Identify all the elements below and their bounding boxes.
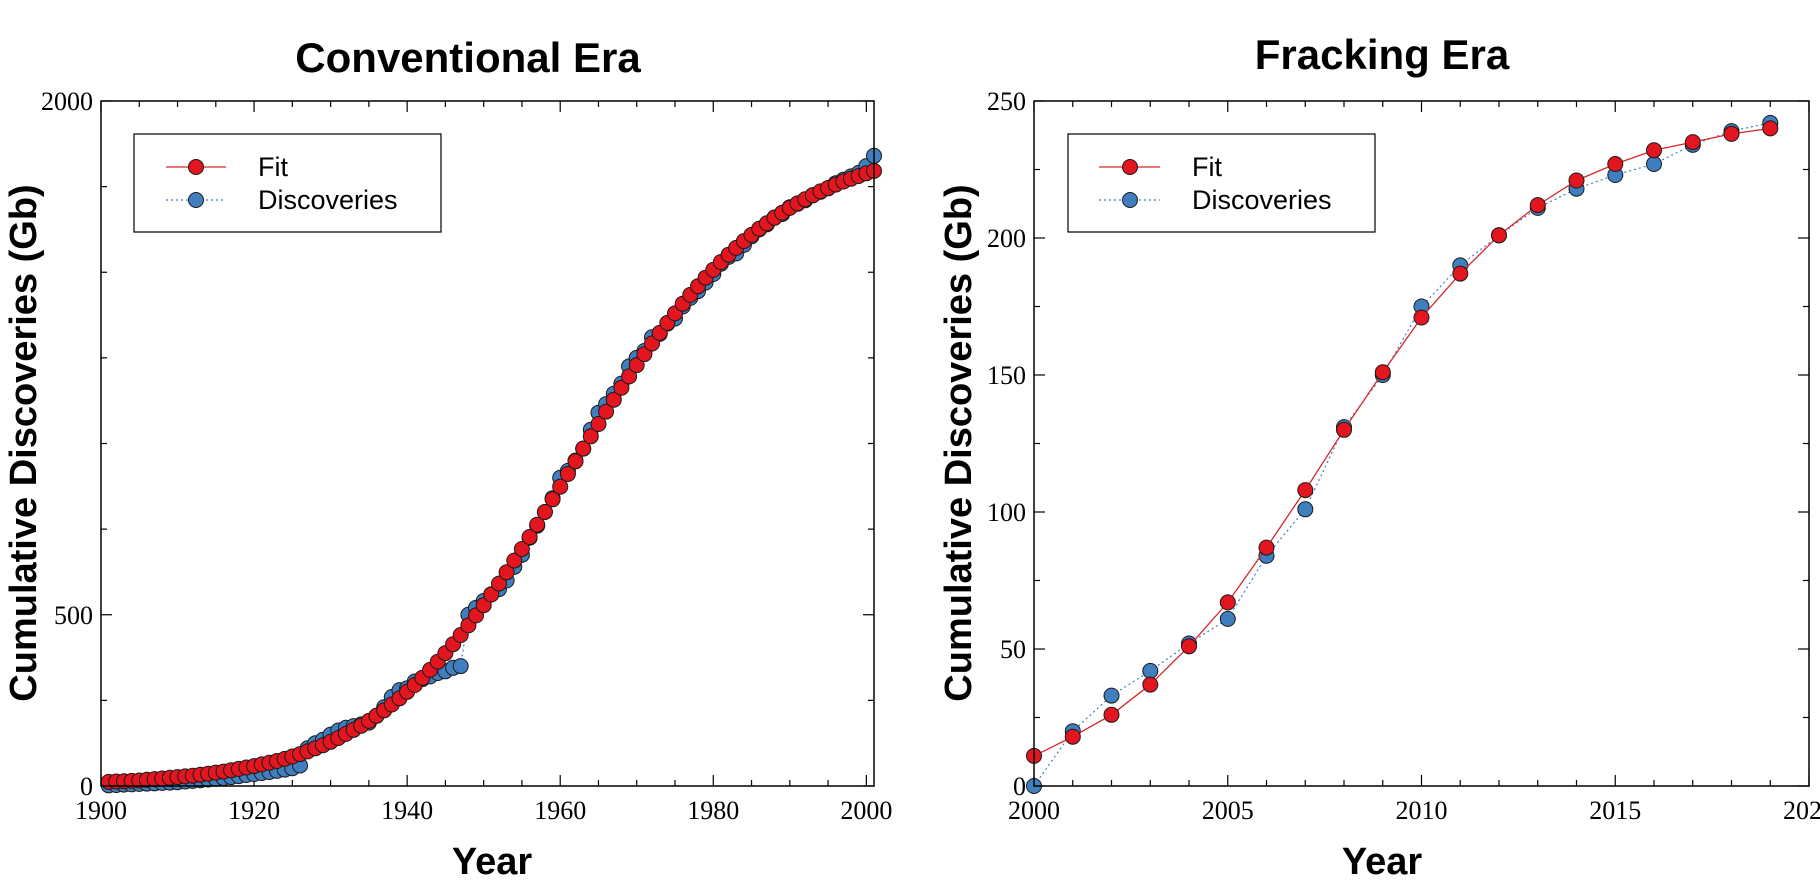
- legend-box: [1067, 133, 1376, 233]
- fit-point: [605, 391, 622, 408]
- x-tick-label: 1940: [381, 796, 433, 825]
- fit-point: [590, 416, 607, 432]
- legend-discoveries-marker: [188, 192, 204, 208]
- legend: Fit Discoveries: [1067, 133, 1376, 233]
- fit-point: [621, 368, 638, 385]
- chart-title: Conventional Era: [295, 34, 641, 81]
- chart-title: Fracking Era: [1255, 31, 1510, 78]
- y-axis-label: Cumulative Discoveries (Gb): [3, 184, 45, 701]
- fit-point: [1646, 142, 1662, 159]
- fit-point: [1568, 172, 1585, 189]
- axis-ticks: 0 50 100 150 200 250 2000 2005 2010 2015 2020: [987, 87, 1820, 825]
- legend: Fit Discoveries: [133, 133, 442, 233]
- x-axis-label: Year: [1342, 841, 1423, 883]
- discoveries-point: [452, 658, 469, 675]
- legend-box: [133, 133, 442, 233]
- x-tick-label: 2010: [1396, 796, 1448, 825]
- legend-discoveries-label: Discoveries: [1192, 185, 1332, 215]
- fit-point: [567, 453, 584, 470]
- x-tick-label: 1960: [534, 796, 586, 825]
- discoveries-point: [1297, 501, 1314, 518]
- x-tick-label: 1980: [687, 796, 739, 825]
- fit-point: [536, 504, 553, 520]
- discoveries-point: [1142, 662, 1159, 679]
- conventional-era-panel: Conventional Era Year Cumulative Discove…: [3, 34, 892, 883]
- discoveries-point: [1219, 610, 1236, 627]
- x-tick-label: 2005: [1202, 796, 1254, 825]
- fit-point: [513, 541, 530, 557]
- fracking-era-panel: Fracking Era Year Cumulative Discoveries…: [938, 31, 1820, 883]
- fit-point: [575, 440, 592, 457]
- fit-point: [1762, 120, 1779, 137]
- fit-point: [506, 552, 523, 569]
- plot-frame: [1033, 100, 1810, 787]
- fit-point: [552, 478, 569, 495]
- y-tick-label: 500: [54, 601, 93, 630]
- fit-point: [1297, 482, 1314, 499]
- fit-point: [628, 357, 645, 374]
- plot-frame: [100, 100, 875, 787]
- fit-point: [1064, 728, 1081, 745]
- fit-point: [1336, 421, 1352, 438]
- fit-point: [1258, 539, 1275, 556]
- fit-point: [1219, 594, 1236, 611]
- y-tick-label: 200: [987, 224, 1026, 253]
- discoveries-point: [1646, 156, 1662, 172]
- x-tick-label: 1920: [228, 796, 280, 825]
- fit-point: [521, 529, 538, 545]
- fit-point: [483, 586, 500, 603]
- y-tick-label: 0: [80, 772, 93, 801]
- legend-fit-marker: [188, 159, 204, 175]
- discoveries-line: [108, 155, 875, 786]
- legend-fit-label: Fit: [258, 152, 288, 182]
- legend-fit-marker: [1122, 159, 1138, 175]
- series-layer: [100, 147, 882, 794]
- legend-fit-label: Fit: [1192, 152, 1222, 182]
- legend-discoveries-marker: [1122, 192, 1138, 208]
- fit-point: [582, 428, 599, 445]
- fit-point: [1142, 676, 1159, 693]
- y-tick-label: 50: [1000, 635, 1026, 664]
- fit-point: [1684, 134, 1701, 151]
- legend-discoveries-label: Discoveries: [258, 185, 398, 215]
- y-tick-label: 0: [1013, 772, 1026, 801]
- fit-point: [1374, 364, 1391, 381]
- fit-point: [559, 466, 576, 482]
- fit-point: [544, 491, 561, 508]
- x-tick-label: 2020: [1783, 796, 1820, 825]
- fit-point: [1607, 156, 1624, 172]
- fit-point: [1529, 197, 1546, 214]
- fit-point: [1452, 265, 1469, 282]
- fit-point: [598, 403, 615, 420]
- y-tick-label: 2000: [41, 87, 93, 116]
- x-axis-label: Year: [452, 841, 533, 883]
- fit-point: [491, 575, 507, 592]
- discoveries-point: [1103, 687, 1120, 704]
- x-tick-label: 2015: [1589, 796, 1641, 825]
- fit-point: [613, 379, 630, 396]
- fit-point: [1103, 706, 1120, 723]
- y-axis-label: Cumulative Discoveries (Gb): [938, 184, 980, 701]
- fit-point: [1413, 309, 1430, 326]
- x-tick-label: 2000: [840, 796, 892, 825]
- x-tick-label: 1900: [75, 796, 127, 825]
- fit-point: [1723, 125, 1740, 142]
- y-tick-label: 100: [987, 498, 1026, 527]
- y-tick-label: 250: [987, 87, 1026, 116]
- fit-line: [108, 170, 875, 783]
- y-tick-label: 150: [987, 361, 1026, 390]
- fit-point: [1181, 638, 1197, 655]
- fit-point: [529, 516, 546, 533]
- fit-point: [1491, 227, 1507, 244]
- x-tick-label: 2000: [1008, 796, 1060, 825]
- fit-point: [498, 564, 515, 581]
